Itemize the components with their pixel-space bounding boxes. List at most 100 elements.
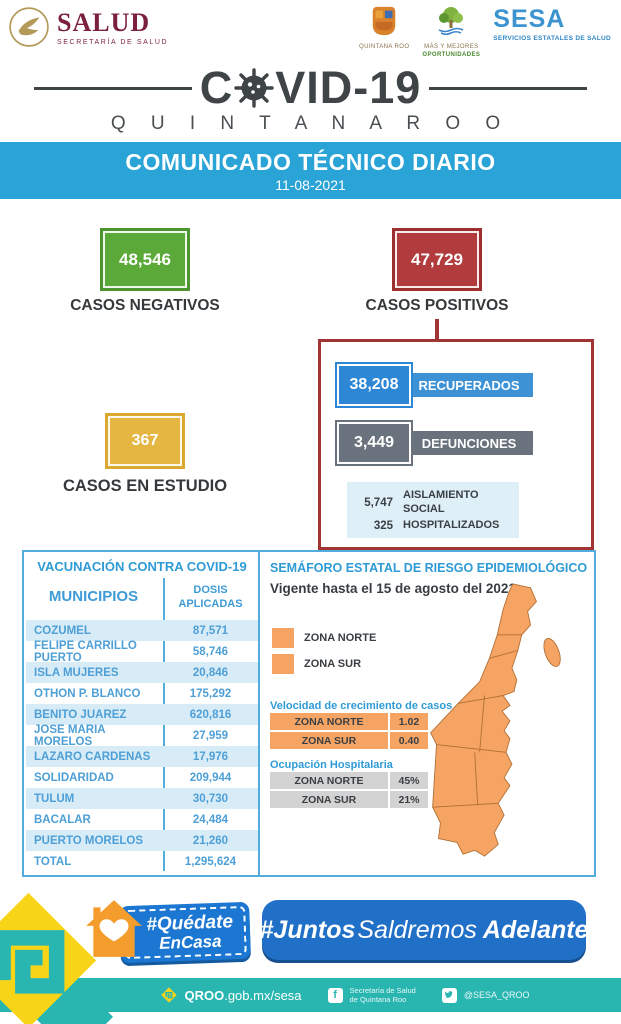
footer-bar: QROO.gob.mx/sesa f Secretaría de Salud d… (0, 978, 621, 1012)
title-state: Q U I N T A N A R O O (110, 113, 511, 134)
crest-label: QUINTANA ROO (359, 44, 410, 50)
oportunidades-line1: MÁS Y MEJORES (424, 44, 479, 50)
negative-cases-value: 48,546 (119, 249, 171, 269)
site-rest: .gob.mx/sesa (224, 987, 302, 1003)
growth-value-sur: 0.40 (390, 732, 428, 749)
salud-subtitle: SECRETARÍA DE SALUD (57, 39, 169, 46)
salud-wordmark: SALUD (57, 8, 151, 37)
growth-zone-sur: ZONA SUR (270, 732, 388, 749)
juntos-saldremos-banner[interactable]: #Juntos Saldremos Adelante (259, 900, 589, 960)
twitter-handle: @SESA_QROO (463, 990, 530, 1000)
occupancy-value-norte: 45% (390, 772, 428, 789)
municipio-cell: BACALAR (34, 813, 91, 826)
municipio-cell: LAZARO CARDENAS (34, 750, 151, 763)
qroo-diamond-logo (0, 890, 113, 1024)
qroo-mini-logo-icon (161, 987, 178, 1003)
dosis-cell: 21,260 (192, 834, 229, 847)
occupancy-table: ZONA NORTE 45% ZONA SUR 21% (270, 772, 428, 810)
deaths-value-box: 3,449 (335, 420, 413, 466)
title-rule-left (33, 86, 192, 90)
facebook-line1: Secretaría de Salud (349, 985, 416, 995)
negative-cases-box: 48,546 (100, 228, 190, 291)
growth-value-norte: 1.02 (390, 713, 428, 730)
vaccination-row: COZUMEL 87,571 (26, 620, 258, 641)
oportunidades-line2: OPORTUNIDADES (422, 52, 481, 58)
vaccination-row: BACALAR 24,484 (26, 809, 258, 830)
under-study-value: 367 (131, 432, 159, 449)
coronavirus-icon (234, 68, 274, 108)
municipio-cell: SOLIDARIDAD (34, 771, 114, 784)
vaccination-row: PUERTO MORELOS 21,260 (26, 830, 258, 851)
dosis-cell: 620,816 (189, 708, 232, 721)
vaccination-rows: COZUMEL 87,571 FELIPE CARRILLO PUERTO 58,74… (26, 620, 258, 872)
vaccination-title: VACUNACIÓN CONTRA COVID-19 (37, 559, 247, 574)
municipio-cell: COZUMEL (34, 624, 91, 637)
juntos-part1: #Juntos (259, 915, 356, 944)
legend-zona-sur: ZONA SUR (272, 654, 361, 674)
house-heart-icon (84, 897, 144, 966)
legend-zona-norte: ZONA NORTE (272, 628, 376, 648)
occupancy-value-sur: 21% (390, 791, 428, 808)
recovered-label-bar: RECUPERADOS (405, 373, 533, 397)
table-row: ZONA NORTE 45% (270, 772, 428, 789)
municipio-cell: BENITO JUAREZ (34, 708, 127, 721)
partner-logos: QUINTANA ROO MÁS Y MEJORES OPORTUNIDADES… (359, 5, 611, 58)
dosis-cell: 87,571 (192, 624, 229, 637)
facebook-line2: de Quintana Roo (349, 995, 407, 1004)
positives-breakdown-frame: RECUPERADOS 38,208 DEFUNCIONES 3,449 5,7… (318, 339, 594, 550)
vaccination-row: ISLA MUJERES 20,846 (26, 662, 258, 683)
dosis-cell: 24,484 (192, 813, 229, 826)
dosis-cell: 27,959 (192, 729, 229, 742)
municipio-cell: JOSE MARIA MORELOS (34, 723, 106, 748)
growth-table: ZONA NORTE 1.02 ZONA SUR 0.40 (270, 713, 428, 751)
vaccination-row: SOLIDARIDAD 209,944 (26, 767, 258, 788)
sesa-wordmark: SESA (493, 5, 566, 33)
dosis-cell: 20,846 (192, 666, 229, 679)
positive-cases-box: 47,729 (392, 228, 482, 291)
quedate-line2: EnCasa (158, 931, 222, 953)
dosis-cell: 209,944 (189, 771, 232, 784)
under-study-label: CASOS EN ESTUDIO (62, 477, 228, 495)
website-link[interactable]: QROO.gob.mx/sesa (161, 987, 302, 1003)
title-post: VID-19 (275, 62, 422, 113)
eagle-seal-icon (9, 7, 49, 47)
dosis-cell: 30,730 (192, 792, 229, 805)
salud-logo: SALUD SECRETARÍA DE SALUD (8, 6, 168, 48)
table-row: ZONA NORTE 1.02 (270, 713, 428, 730)
section-divider (258, 552, 260, 875)
quintana-roo-map (428, 580, 590, 864)
vaccination-semaforo-panel: VACUNACIÓN CONTRA COVID-19 MUNICIPIOS DO… (22, 550, 596, 877)
isolation-label: AISLAMIENTO SOCIAL (403, 489, 479, 515)
banner-date: 11-08-2021 (275, 177, 346, 193)
municipio-cell: TULUM (34, 792, 75, 805)
hospitalized-label: HOSPITALIZADOS (403, 519, 500, 532)
facebook-link[interactable]: f Secretaría de Salud de Quintana Roo (327, 985, 416, 1005)
recovered-value-box: 38,208 (335, 362, 413, 408)
growth-zone-norte: ZONA NORTE (270, 713, 388, 730)
facebook-icon: f (327, 987, 343, 1003)
municipio-cell: OTHON P. BLANCO (34, 687, 141, 700)
juntos-part3: Adelante (482, 915, 589, 944)
site-bold: QROO (184, 987, 225, 1003)
negative-cases-label: CASOS NEGATIVOS (70, 297, 220, 314)
vaccination-row: JOSE MARIA MORELOS 27,959 (26, 723, 258, 748)
positive-cases-label: CASOS POSITIVOS (365, 297, 509, 314)
banner-title: COMUNICADO TÉCNICO DIARIO (125, 149, 496, 175)
deaths-label-bar: DEFUNCIONES (405, 431, 533, 455)
juntos-part2: Saldremos (357, 915, 477, 944)
zona-norte-label: ZONA NORTE (304, 632, 377, 644)
municipio-cell: FELIPE CARRILLO PUERTO (34, 639, 137, 664)
title-rule-right (429, 86, 588, 90)
vaccination-row: LAZARO CARDENAS 17,976 (26, 746, 258, 767)
vaccination-row: FELIPE CARRILLO PUERTO 58,746 (26, 639, 258, 664)
twitter-link[interactable]: @SESA_QROO (441, 987, 530, 1003)
recovered-value: 38,208 (349, 376, 399, 393)
vaccination-row: TULUM 30,730 (26, 788, 258, 809)
sesa-subtitle: SERVICIOS ESTATALES DE SALUD (493, 35, 611, 42)
dosis-cell: 17,976 (192, 750, 229, 763)
under-study-box: 367 (105, 413, 185, 469)
positives-connector-line (435, 319, 439, 339)
table-row: ZONA SUR 0.40 (270, 732, 428, 749)
occupancy-title: Ocupación Hospitalaria (270, 759, 393, 771)
